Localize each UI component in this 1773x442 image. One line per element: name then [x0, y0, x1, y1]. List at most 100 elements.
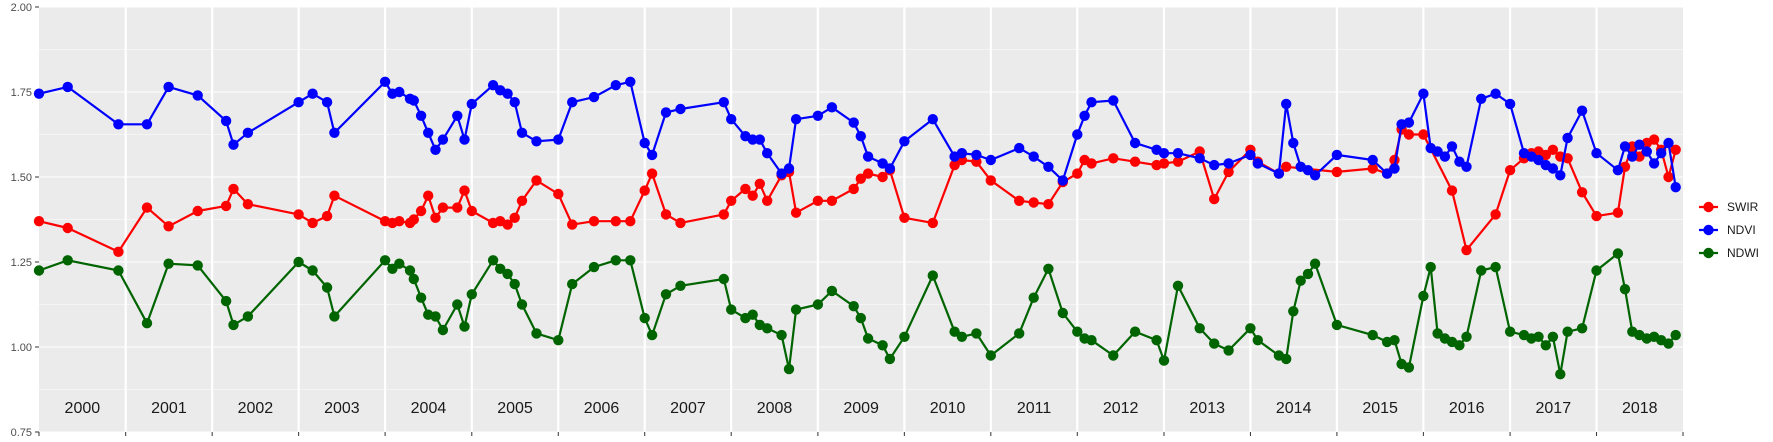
swir-data-point: [242, 199, 254, 210]
ndvi-data-point: [1288, 137, 1299, 149]
legend: SWIR NDVI NDWI: [1699, 200, 1759, 260]
ndwi-data-point: [1281, 353, 1292, 365]
ndwi-data-point: [1670, 329, 1681, 341]
ndwi-data-point: [660, 289, 672, 300]
ndwi-data-point: [567, 278, 578, 290]
ndvi-data-point: [307, 88, 318, 99]
swir-data-point: [113, 246, 124, 257]
swir-data-point: [675, 217, 686, 229]
swir-data-point: [192, 205, 203, 217]
swir-data-point: [437, 202, 449, 213]
swir-data-point: [163, 221, 174, 232]
ndvi-data-point: [1252, 158, 1264, 169]
ndvi-data-point: [220, 115, 232, 127]
ndwi-data-point: [949, 326, 960, 337]
ndvi-data-point: [1381, 168, 1393, 179]
ndvi-data-point: [754, 134, 765, 145]
swir-data-point: [1172, 156, 1184, 167]
year-label: 2017: [1536, 400, 1572, 417]
ndwi-data-point: [531, 328, 542, 339]
ndvi-data-point: [1476, 93, 1487, 105]
swir-data-point: [228, 183, 239, 195]
ndvi-data-point: [1648, 158, 1660, 169]
y-tick-label: 2.00: [11, 2, 32, 14]
ndvi-data-point: [430, 144, 441, 155]
ndvi-data-point: [1619, 141, 1631, 152]
ndvi-data-point: [1281, 98, 1292, 110]
ndwi-data-point: [293, 256, 304, 268]
swir-data-point: [660, 209, 672, 220]
ndwi-data-point: [625, 255, 636, 266]
swir-data-point: [1129, 156, 1141, 167]
ndwi-data-point: [1151, 335, 1162, 346]
ndwi-data-point: [899, 331, 910, 342]
ndvi-data-point: [783, 163, 795, 174]
ndwi-data-point: [553, 335, 564, 346]
ndvi-data-point: [437, 134, 449, 145]
swir-data-point: [762, 195, 773, 206]
ndwi-data-point: [1172, 280, 1184, 291]
ndvi-data-point: [1223, 158, 1234, 169]
swir-data-point: [1281, 161, 1292, 172]
ndwi-data-point: [502, 268, 513, 280]
ndwi-data-point: [1562, 326, 1573, 337]
legend-label: NDWI: [1727, 246, 1759, 260]
ndwi-data-point: [1533, 331, 1544, 342]
ndwi-data-point: [1057, 307, 1069, 319]
ndwi-data-point: [646, 329, 658, 341]
swir-data-point: [1576, 187, 1588, 198]
swir-data-point: [1086, 158, 1097, 169]
year-label: 2013: [1189, 400, 1225, 417]
ndwi-data-point: [790, 304, 802, 315]
ndvi-data-point: [927, 114, 938, 125]
ndvi-data-point: [502, 88, 513, 99]
ndvi-data-point: [1209, 159, 1220, 171]
ndvi-data-point: [1108, 95, 1119, 106]
ndvi-data-point: [1072, 129, 1083, 140]
year-label: 2012: [1103, 400, 1139, 417]
swir-data-point: [639, 185, 650, 196]
swir-data-point: [1367, 163, 1378, 174]
ndwi-data-point: [848, 301, 859, 312]
swir-data-point: [509, 212, 520, 223]
swir-data-point: [1612, 207, 1624, 218]
ndvi-data-point: [509, 97, 520, 108]
ndwi-data-point: [1663, 338, 1674, 349]
ndvi-data-point: [660, 107, 672, 118]
swir-data-point: [1461, 244, 1472, 256]
year-label: 2004: [411, 400, 447, 417]
swir-data-point: [62, 222, 73, 234]
y-tick-label: 0.75: [11, 427, 32, 439]
ndvi-data-point: [1432, 146, 1443, 157]
ndwi-data-point: [1043, 263, 1054, 274]
ndwi-data-point: [33, 265, 45, 276]
swir-data-point: [321, 210, 333, 222]
ndwi-data-point: [487, 255, 499, 266]
swir-data-point: [394, 216, 405, 227]
ndwi-data-point: [877, 340, 888, 351]
swir-data-point: [985, 175, 996, 186]
ndwi-data-point: [379, 255, 391, 266]
ndwi-data-point: [1072, 326, 1083, 337]
swir-data-point: [452, 202, 463, 213]
ndwi-data-point: [1432, 328, 1443, 339]
year-label: 2002: [238, 400, 274, 417]
swir-data-point: [726, 195, 737, 206]
ndwi-data-point: [516, 299, 528, 310]
ndwi-data-point: [495, 263, 506, 274]
ndwi-data-point: [1028, 292, 1039, 303]
swir-data-point: [1072, 168, 1083, 179]
ndwi-data-point: [1476, 265, 1487, 276]
ndwi-data-point: [726, 304, 737, 315]
ndwi-data-point: [1591, 265, 1602, 276]
swir-data-point: [329, 190, 340, 201]
ndwi-data-point: [1576, 323, 1588, 334]
ndvi-data-point: [790, 114, 802, 125]
ndvi-data-point: [1403, 117, 1415, 128]
ndwi-data-point: [329, 311, 340, 322]
swir-data-point: [754, 178, 765, 189]
swir-data-point: [1108, 153, 1119, 164]
ndvi-data-point: [379, 76, 391, 88]
ndvi-data-point: [1634, 139, 1645, 150]
ndwi-data-point: [1389, 335, 1400, 346]
